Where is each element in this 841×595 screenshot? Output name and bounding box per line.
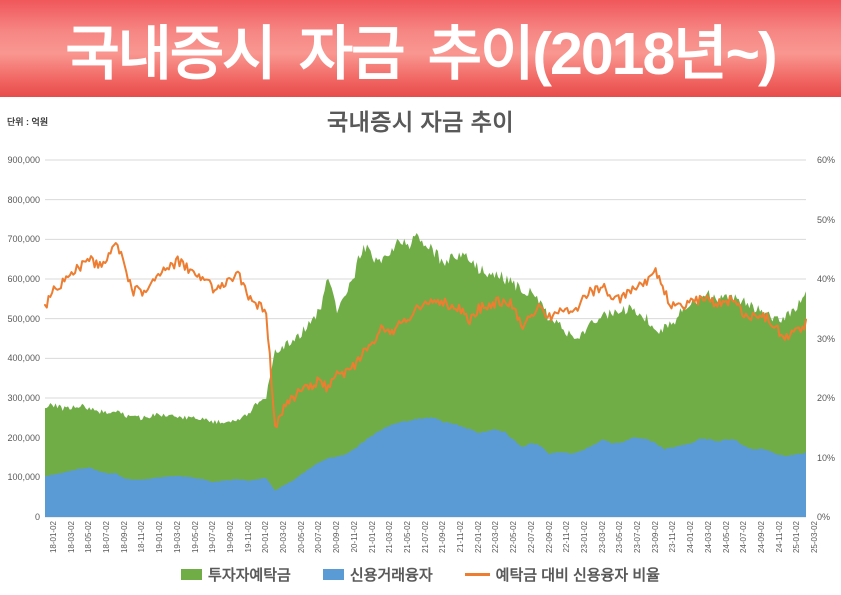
x-axis-tick-label: 24-05-02 (721, 521, 731, 554)
ratio-line-icon (464, 572, 490, 576)
legend: 투자자예탁금 신용거래융자 예탁금 대비 신용융자 비율 (0, 560, 841, 588)
deposits-swatch-icon (181, 568, 203, 580)
x-axis-tick-label: 25-03-02 (810, 521, 819, 554)
x-axis-tick-label: 22-09-02 (544, 521, 554, 554)
unit-label: 단위 : 억원 (7, 117, 49, 127)
x-axis-tick-label: 22-05-02 (509, 521, 519, 554)
legend-item-deposits: 투자자예탁금 (181, 564, 291, 585)
y-axis-right-label: 60% (817, 155, 836, 165)
x-axis-tick-label: 20-01-02 (261, 521, 271, 554)
x-axis-tick-label: 18-07-02 (102, 521, 112, 554)
x-axis-tick-label: 23-11-02 (668, 521, 678, 553)
y-axis-left-label: 400,000 (7, 353, 40, 364)
x-axis-tick-label: 19-07-02 (208, 521, 218, 554)
x-axis-tick-label: 23-03-02 (597, 521, 607, 554)
y-axis-left-label: 100,000 (7, 472, 40, 483)
y-axis-left-label: 500,000 (7, 313, 40, 324)
x-axis-tick-label: 24-03-02 (703, 521, 713, 554)
chart-title: 국내증시 자금 추이 (326, 109, 515, 135)
x-axis-tick-label: 24-01-02 (686, 521, 696, 554)
x-axis-tick-label: 22-11-02 (562, 521, 572, 553)
x-axis-tick-label: 19-03-02 (172, 521, 182, 554)
x-axis-tick-label: 20-07-02 (314, 521, 324, 554)
x-axis-tick-label: 21-07-02 (420, 521, 430, 554)
x-axis-tick-label: 23-01-02 (579, 521, 589, 554)
y-axis-left-label: 600,000 (7, 274, 40, 284)
legend-item-ratio: 예탁금 대비 신용융자 비율 (464, 564, 660, 585)
x-axis-tick-label: 24-11-02 (774, 521, 784, 553)
credit-swatch-icon (322, 568, 344, 580)
x-axis-tick-label: 24-07-02 (739, 521, 749, 554)
legend-item-credit: 신용거래융자 (322, 564, 433, 585)
x-axis-tick-label: 24-09-02 (756, 521, 766, 554)
x-axis-tick-label: 19-05-02 (190, 521, 200, 554)
x-axis-tick-label: 21-09-02 (438, 521, 448, 554)
legend-label-ratio: 예탁금 대비 신용융자 비율 (495, 566, 660, 584)
x-axis-tick-label: 18-05-02 (84, 521, 94, 554)
y-axis-right-label: 20% (817, 393, 836, 403)
y-axis-left-label: 900,000 (7, 155, 40, 165)
y-axis-right-label: 40% (817, 274, 836, 284)
y-axis-right-label: 30% (817, 333, 836, 344)
x-axis-tick-label: 19-09-02 (225, 521, 235, 554)
x-axis-tick-label: 23-05-02 (615, 521, 625, 554)
x-axis-tick-label: 19-01-02 (155, 521, 165, 554)
y-axis-right-label: 0% (817, 512, 831, 522)
x-axis-tick-label: 18-11-02 (137, 521, 147, 553)
x-axis-tick-label: 20-11-02 (349, 521, 359, 553)
x-axis-tick-label: 25-01-02 (792, 521, 802, 554)
x-axis-tick-label: 23-09-02 (650, 521, 660, 554)
y-axis-left-label: 0 (34, 512, 40, 522)
y-axis-left-label: 800,000 (7, 194, 40, 205)
x-axis-tick-label: 21-01-02 (367, 521, 377, 554)
x-axis-tick-label: 22-07-02 (526, 521, 536, 554)
y-axis-right-label: 10% (817, 452, 836, 463)
y-axis-left-label: 300,000 (7, 393, 40, 403)
x-axis-tick-label: 18-03-02 (66, 521, 76, 554)
x-axis-tick-label: 18-09-02 (119, 521, 129, 554)
x-axis-tick-label: 21-11-02 (456, 521, 466, 553)
x-axis-tick-label: 20-05-02 (296, 521, 306, 554)
x-axis-tick-label: 21-03-02 (385, 521, 395, 554)
banner-title: 국내증시 자금 추이(2018년~) (65, 21, 777, 87)
legend-label-credit: 신용거래융자 (349, 566, 433, 584)
x-axis-tick-label: 20-09-02 (332, 521, 342, 554)
legend-label-deposits: 투자자예탁금 (208, 566, 291, 584)
x-axis-tick-label: 20-03-02 (279, 521, 289, 554)
x-axis-tick-label: 19-11-02 (243, 521, 253, 553)
banner: 국내증시 자금 추이(2018년~) (0, 0, 841, 97)
x-axis-tick-label: 22-03-02 (491, 521, 501, 554)
x-axis-tick-label: 23-07-02 (633, 521, 643, 554)
x-axis-tick-label: 22-01-02 (473, 521, 483, 554)
y-axis-left-label: 200,000 (7, 432, 40, 443)
y-axis-left-label: 700,000 (7, 234, 40, 245)
y-axis-right-label: 50% (817, 214, 836, 225)
x-axis-tick-label: 18-01-02 (49, 521, 58, 554)
x-axis-tick-label: 21-05-02 (402, 521, 412, 554)
